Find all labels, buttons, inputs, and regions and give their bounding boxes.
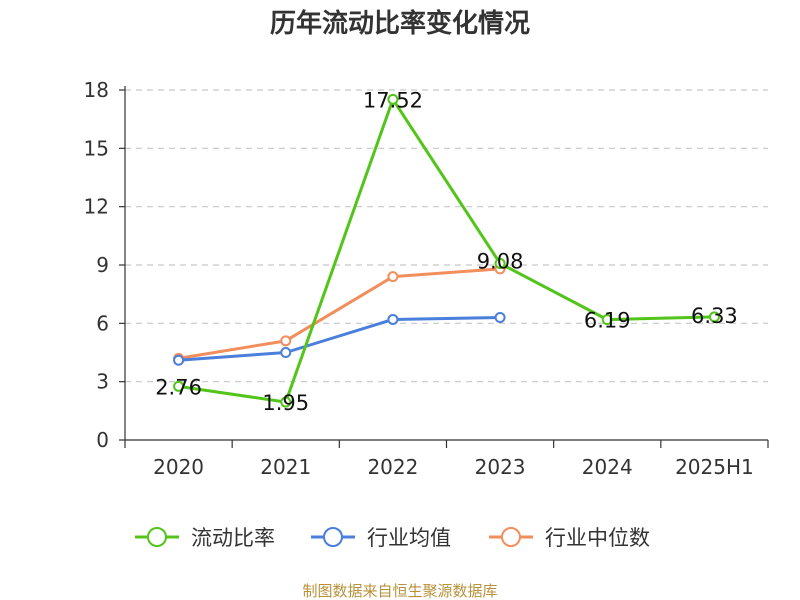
x-tick-label: 2023	[475, 455, 526, 479]
y-tick-label: 3	[96, 370, 109, 394]
legend-label: 行业均值	[367, 526, 451, 550]
series-line-0	[177, 97, 716, 404]
data-labels: 2.76 1.95 17.52 9.08 6.19 6.33	[155, 88, 738, 415]
x-tick-label: 2022	[367, 455, 418, 479]
y-tick-label: 15	[84, 136, 109, 160]
data-label: 17.52	[363, 88, 423, 112]
axes: 0 3 6 9 12 15 18 2020 2021 2022 2023 2024 2025H1	[84, 78, 769, 479]
data-point	[494, 257, 506, 269]
legend-label: 流动比率	[191, 526, 275, 550]
series-lines	[173, 93, 720, 408]
series-line-2	[177, 267, 502, 360]
chart-title: 历年流动比率变化情况	[270, 8, 530, 39]
grid-lines	[125, 89, 768, 383]
y-tick-label: 6	[96, 311, 109, 335]
data-point	[280, 335, 292, 347]
series-line-1	[177, 316, 502, 362]
data-point	[387, 271, 399, 283]
y-tick-label: 12	[84, 195, 109, 219]
y-tick-label: 9	[96, 253, 109, 277]
y-tick-label: 0	[96, 428, 109, 452]
data-point	[280, 347, 292, 358]
data-point	[173, 354, 185, 366]
data-label: 9.08	[477, 249, 524, 273]
data-label: 1.95	[262, 391, 309, 415]
x-tick-label: 2025H1	[675, 455, 754, 479]
legend-swatch-marker	[147, 527, 167, 547]
data-point	[280, 396, 292, 408]
legend-swatch-marker	[323, 527, 343, 547]
data-point	[601, 314, 613, 326]
legend-swatch-marker	[501, 527, 521, 547]
data-point	[173, 380, 185, 392]
x-tick-label: 2020	[153, 455, 204, 479]
data-point	[494, 312, 506, 323]
y-tick-label: 18	[84, 78, 109, 102]
source-note: 制图数据来自恒生聚源数据库	[302, 582, 497, 600]
data-label: 2.76	[155, 375, 202, 399]
data-point	[387, 313, 399, 325]
legend: 流动比率 行业均值 行业中位数	[135, 526, 650, 550]
data-label: 6.33	[691, 304, 738, 328]
data-point	[708, 311, 720, 323]
legend-label: 行业中位数	[545, 526, 650, 550]
x-tick-label: 2021	[260, 455, 311, 479]
data-label: 6.19	[584, 309, 631, 333]
data-point	[387, 93, 399, 105]
x-tick-label: 2024	[582, 455, 633, 479]
